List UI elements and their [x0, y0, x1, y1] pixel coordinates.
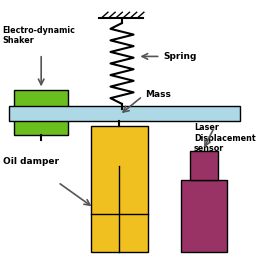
Text: Electro-dynamic
Shaker: Electro-dynamic Shaker	[3, 26, 76, 45]
Text: Mass: Mass	[145, 90, 171, 100]
Bar	[14, 90, 68, 135]
Text: Spring: Spring	[163, 52, 196, 61]
Text: Laser
Displacement
sensor: Laser Displacement sensor	[194, 123, 256, 153]
Bar	[190, 152, 218, 180]
Bar	[91, 126, 148, 252]
Bar	[181, 180, 227, 252]
Bar	[9, 106, 240, 120]
Text: Oil damper: Oil damper	[3, 157, 59, 166]
